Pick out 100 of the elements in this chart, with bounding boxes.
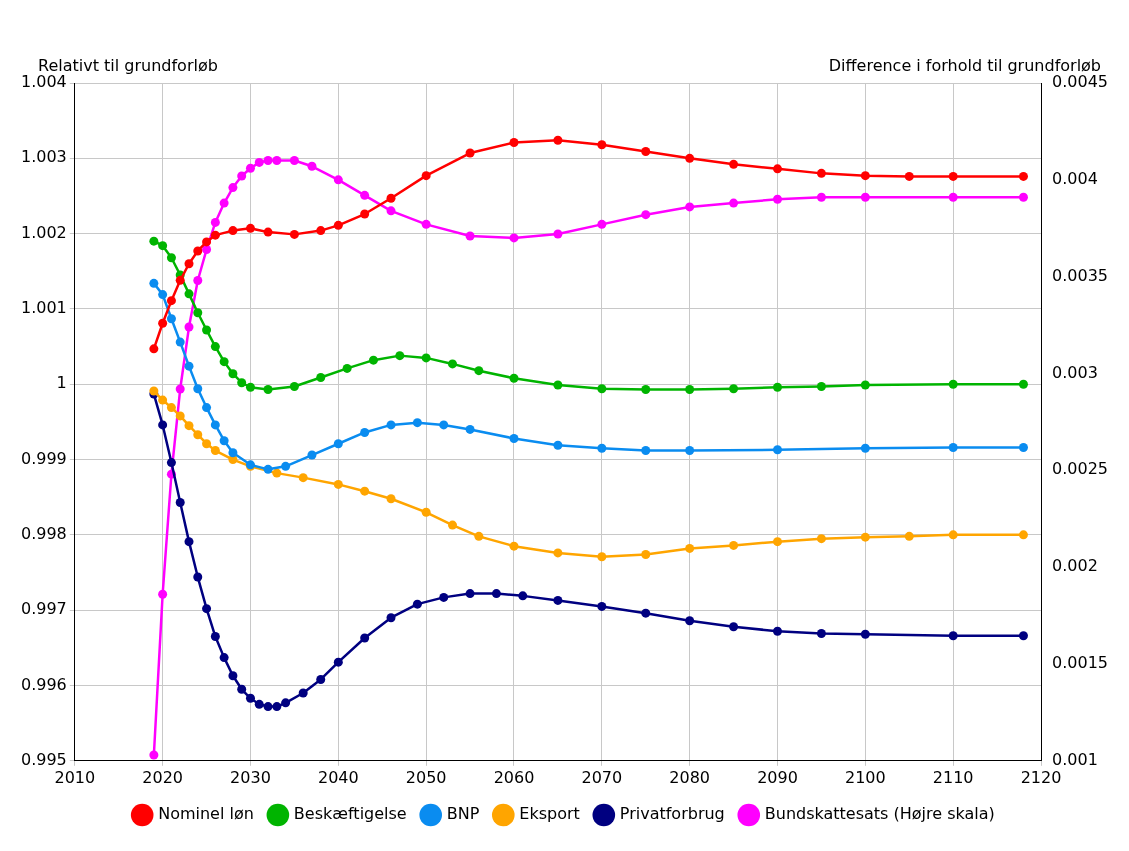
point bbox=[307, 161, 317, 171]
point bbox=[316, 226, 326, 236]
point bbox=[597, 601, 607, 611]
y-tick-label: 0.998 bbox=[20, 524, 67, 544]
point bbox=[193, 246, 203, 256]
y-tick-label: 1.001 bbox=[20, 298, 67, 318]
point bbox=[729, 622, 739, 632]
point bbox=[202, 325, 212, 335]
point bbox=[412, 418, 422, 428]
point bbox=[386, 613, 396, 623]
point bbox=[773, 537, 782, 547]
point bbox=[263, 155, 273, 165]
point bbox=[641, 385, 651, 395]
point bbox=[360, 190, 370, 200]
point bbox=[948, 530, 958, 540]
y2-tick-label: 0.0035 bbox=[1052, 265, 1108, 285]
point bbox=[289, 155, 299, 165]
point bbox=[263, 385, 273, 395]
legend-label: BNP bbox=[446, 804, 480, 824]
point bbox=[641, 549, 651, 559]
point bbox=[254, 699, 264, 709]
legend-label: Nominel løn bbox=[158, 804, 254, 824]
point bbox=[316, 372, 326, 382]
point bbox=[729, 198, 739, 208]
point bbox=[948, 443, 958, 453]
point bbox=[553, 440, 563, 450]
point bbox=[641, 608, 651, 618]
point bbox=[816, 534, 826, 544]
point bbox=[158, 318, 168, 328]
point bbox=[1018, 192, 1028, 202]
point bbox=[1018, 379, 1028, 389]
point bbox=[641, 210, 651, 220]
point bbox=[175, 275, 185, 285]
point bbox=[219, 198, 229, 208]
point bbox=[202, 237, 212, 247]
point bbox=[210, 230, 220, 240]
point bbox=[245, 382, 255, 392]
point bbox=[342, 363, 352, 373]
point bbox=[289, 229, 299, 239]
point bbox=[210, 420, 220, 430]
point bbox=[386, 206, 396, 216]
point bbox=[166, 314, 176, 324]
x-tick-label: 2110 bbox=[932, 767, 974, 787]
point bbox=[860, 192, 870, 202]
point bbox=[158, 395, 168, 405]
point bbox=[553, 135, 563, 145]
point bbox=[1018, 530, 1028, 540]
point bbox=[491, 589, 501, 599]
y-tick-label: 1 bbox=[56, 373, 67, 393]
point bbox=[202, 245, 212, 255]
point bbox=[333, 657, 343, 667]
point bbox=[158, 241, 168, 251]
point bbox=[272, 468, 282, 478]
legend-label: Beskæftigelse bbox=[293, 804, 407, 824]
point bbox=[386, 494, 396, 504]
y2-tick-label: 0.003 bbox=[1052, 362, 1098, 382]
point bbox=[386, 420, 396, 430]
x-tick-label: 2020 bbox=[142, 767, 183, 787]
x-tick-label: 2030 bbox=[230, 767, 271, 787]
point bbox=[298, 688, 308, 698]
legend-label: Eksport bbox=[519, 804, 580, 824]
point bbox=[439, 592, 449, 602]
point bbox=[685, 543, 695, 553]
point bbox=[166, 458, 176, 468]
y-tick-label: 0.997 bbox=[20, 599, 67, 619]
point bbox=[360, 633, 370, 643]
point bbox=[149, 278, 159, 288]
point bbox=[210, 632, 220, 642]
point bbox=[597, 443, 607, 453]
point bbox=[474, 366, 484, 376]
point bbox=[641, 147, 651, 157]
x-tick-label: 2080 bbox=[669, 767, 711, 787]
point bbox=[298, 473, 308, 483]
point bbox=[166, 403, 176, 413]
y2-tick-label: 0.0025 bbox=[1052, 459, 1108, 479]
point bbox=[685, 446, 695, 456]
point bbox=[237, 378, 247, 388]
point bbox=[219, 357, 229, 367]
x-tick-label: 2100 bbox=[844, 767, 886, 787]
point bbox=[193, 572, 203, 582]
point bbox=[245, 223, 255, 233]
point bbox=[228, 183, 238, 193]
point bbox=[509, 433, 519, 443]
point bbox=[465, 424, 475, 434]
point bbox=[184, 537, 194, 547]
point bbox=[166, 296, 176, 306]
point bbox=[149, 750, 159, 760]
point bbox=[237, 684, 247, 694]
point bbox=[685, 616, 695, 626]
point bbox=[421, 353, 431, 363]
y2-tick-label: 0.001 bbox=[1052, 749, 1098, 769]
y-tick-label: 0.996 bbox=[20, 674, 67, 694]
point bbox=[149, 236, 159, 246]
point bbox=[773, 194, 782, 204]
point bbox=[412, 599, 422, 609]
point bbox=[184, 361, 194, 371]
point bbox=[272, 702, 282, 712]
point bbox=[904, 171, 914, 181]
point bbox=[421, 171, 431, 181]
point bbox=[860, 171, 870, 181]
